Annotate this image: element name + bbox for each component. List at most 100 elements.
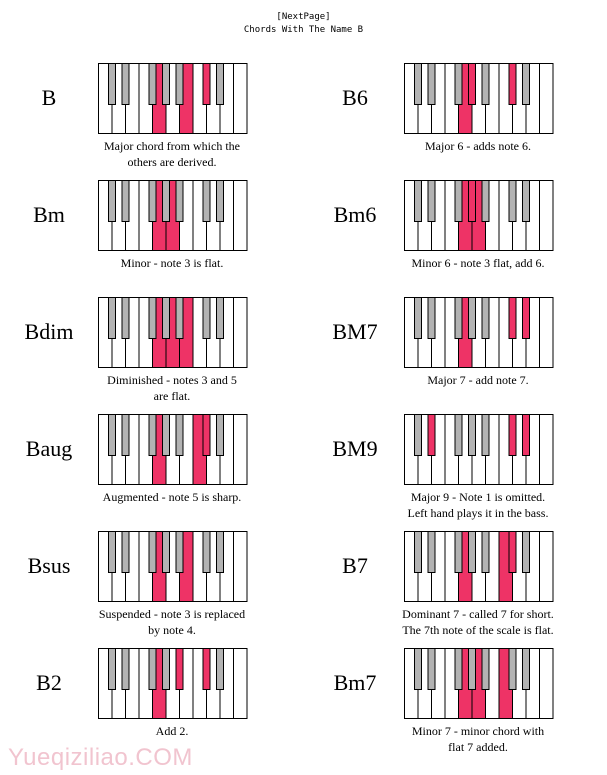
black-key — [148, 297, 157, 339]
black-key — [162, 297, 170, 339]
chord-description: Minor 7 - minor chord with flat 7 added. — [368, 723, 588, 755]
chord-name: Bdim — [24, 319, 74, 344]
next-page-link[interactable]: [NextPage] — [276, 12, 331, 22]
black-key — [148, 414, 157, 456]
description-line: are flat. — [153, 389, 191, 403]
black-key — [414, 297, 422, 339]
description-line: Augmented - note 5 is sharp. — [102, 490, 242, 504]
piano-keyboard — [404, 648, 554, 719]
black-key — [468, 297, 476, 339]
white-key — [233, 63, 248, 134]
black-key — [162, 180, 170, 222]
description-line: The 7th note of the scale is flat. — [402, 623, 554, 637]
black-key — [468, 531, 476, 573]
black-key — [414, 180, 422, 222]
black-key — [414, 414, 422, 456]
white-key — [539, 297, 554, 368]
white-key — [233, 414, 248, 485]
piano-keyboard — [98, 414, 248, 485]
black-key — [108, 648, 116, 690]
black-key — [148, 180, 157, 222]
black-key — [121, 414, 130, 456]
black-key — [202, 297, 211, 339]
black-key — [108, 297, 116, 339]
chord-name: B2 — [36, 670, 62, 695]
description-line: Add 2. — [155, 724, 189, 738]
piano-keyboard — [98, 180, 248, 251]
chord-name: Bsus — [27, 553, 71, 578]
black-key-highlighted — [202, 414, 211, 456]
white-key — [539, 180, 554, 251]
white-key — [539, 531, 554, 602]
black-key — [175, 180, 184, 222]
chord-description: Minor - note 3 is flat. — [62, 255, 282, 271]
black-key — [468, 414, 476, 456]
black-key — [175, 414, 184, 456]
black-key — [427, 180, 436, 222]
chord-name: Bm — [33, 202, 65, 227]
black-key-highlighted — [202, 63, 211, 105]
black-key — [427, 531, 436, 573]
black-key — [454, 180, 463, 222]
description-line: others are derived. — [127, 155, 217, 169]
black-key — [522, 180, 530, 222]
chord-name: B6 — [342, 85, 368, 110]
piano-keyboard — [98, 63, 248, 134]
white-key — [233, 531, 248, 602]
black-key — [468, 648, 476, 690]
black-key — [121, 180, 130, 222]
chord-description: Diminished - notes 3 and 5 are flat. — [62, 372, 282, 404]
black-key — [175, 531, 184, 573]
black-key — [427, 648, 436, 690]
piano-keyboard — [98, 297, 248, 368]
description-line: Minor 6 - note 3 flat, add 6. — [411, 256, 545, 270]
chord-description: Augmented - note 5 is sharp. — [62, 489, 282, 505]
description-line: Major 6 - adds note 6. — [425, 139, 531, 153]
black-key — [202, 180, 211, 222]
black-key — [162, 648, 170, 690]
black-key — [481, 297, 490, 339]
piano-keyboard — [404, 531, 554, 602]
black-key — [427, 63, 436, 105]
white-key — [539, 648, 554, 719]
black-key — [175, 297, 184, 339]
black-key — [108, 63, 116, 105]
black-key — [108, 414, 116, 456]
black-key — [454, 414, 463, 456]
black-key — [121, 297, 130, 339]
black-key — [216, 180, 224, 222]
black-key — [162, 414, 170, 456]
description-line: Dominant 7 - called 7 for short. — [402, 607, 554, 621]
black-key — [522, 63, 530, 105]
black-key — [522, 531, 530, 573]
black-key-highlighted — [522, 414, 530, 456]
black-key-highlighted — [175, 648, 184, 690]
white-key — [539, 63, 554, 134]
black-key — [121, 63, 130, 105]
chord-description: Dominant 7 - called 7 for short. The 7th … — [368, 606, 588, 638]
black-key — [216, 414, 224, 456]
black-key — [162, 63, 170, 105]
description-line: Diminished - notes 3 and 5 — [107, 373, 237, 387]
description-line: flat 7 added. — [448, 740, 508, 754]
black-key — [216, 297, 224, 339]
description-line: Major 7 - add note 7. — [427, 373, 529, 387]
black-key — [481, 531, 490, 573]
black-key-highlighted — [427, 414, 436, 456]
black-key-highlighted — [508, 531, 517, 573]
black-key — [414, 648, 422, 690]
black-key — [202, 531, 211, 573]
black-key — [216, 531, 224, 573]
black-key — [414, 63, 422, 105]
black-key — [508, 180, 517, 222]
chord-name: Baug — [25, 436, 73, 461]
piano-keyboard — [98, 648, 248, 719]
piano-keyboard — [98, 531, 248, 602]
black-key — [216, 648, 224, 690]
black-key — [427, 297, 436, 339]
chord-name: B7 — [342, 553, 368, 578]
chord-name: Bm6 — [333, 202, 377, 227]
black-key-highlighted — [508, 414, 517, 456]
black-key — [108, 180, 116, 222]
black-key-highlighted — [468, 180, 476, 222]
